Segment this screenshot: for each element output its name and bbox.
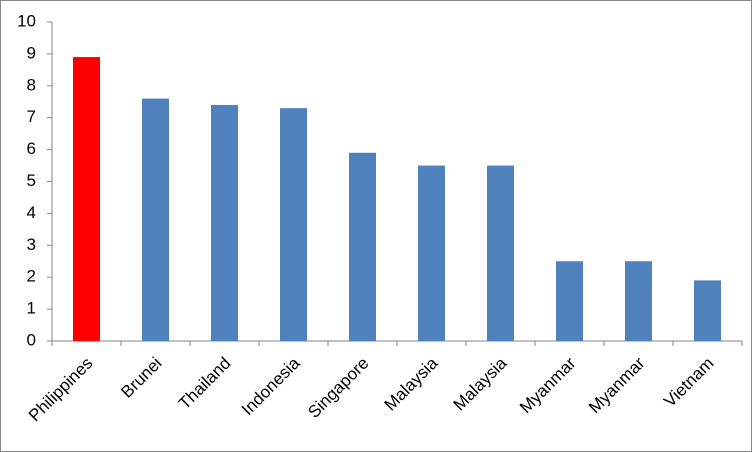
y-tick-label: 0 <box>27 330 36 349</box>
y-tick-label: 8 <box>27 75 36 94</box>
y-tick-label: 9 <box>27 43 36 62</box>
y-tick-label: 5 <box>27 171 36 190</box>
bar <box>280 108 307 341</box>
bar <box>556 261 583 341</box>
y-tick-label: 7 <box>27 107 36 126</box>
bar <box>211 104 238 341</box>
y-tick-label: 10 <box>17 11 36 30</box>
bar <box>142 98 169 341</box>
y-tick-label: 1 <box>27 299 36 318</box>
bar <box>625 261 652 341</box>
y-tick-label: 2 <box>27 267 36 286</box>
bar <box>418 165 445 341</box>
bar <box>349 152 376 341</box>
y-tick-label: 4 <box>27 203 36 222</box>
y-tick-label: 6 <box>27 139 36 158</box>
bar <box>487 165 514 341</box>
bar <box>694 280 721 341</box>
y-tick-label: 3 <box>27 235 36 254</box>
bar <box>73 57 100 342</box>
